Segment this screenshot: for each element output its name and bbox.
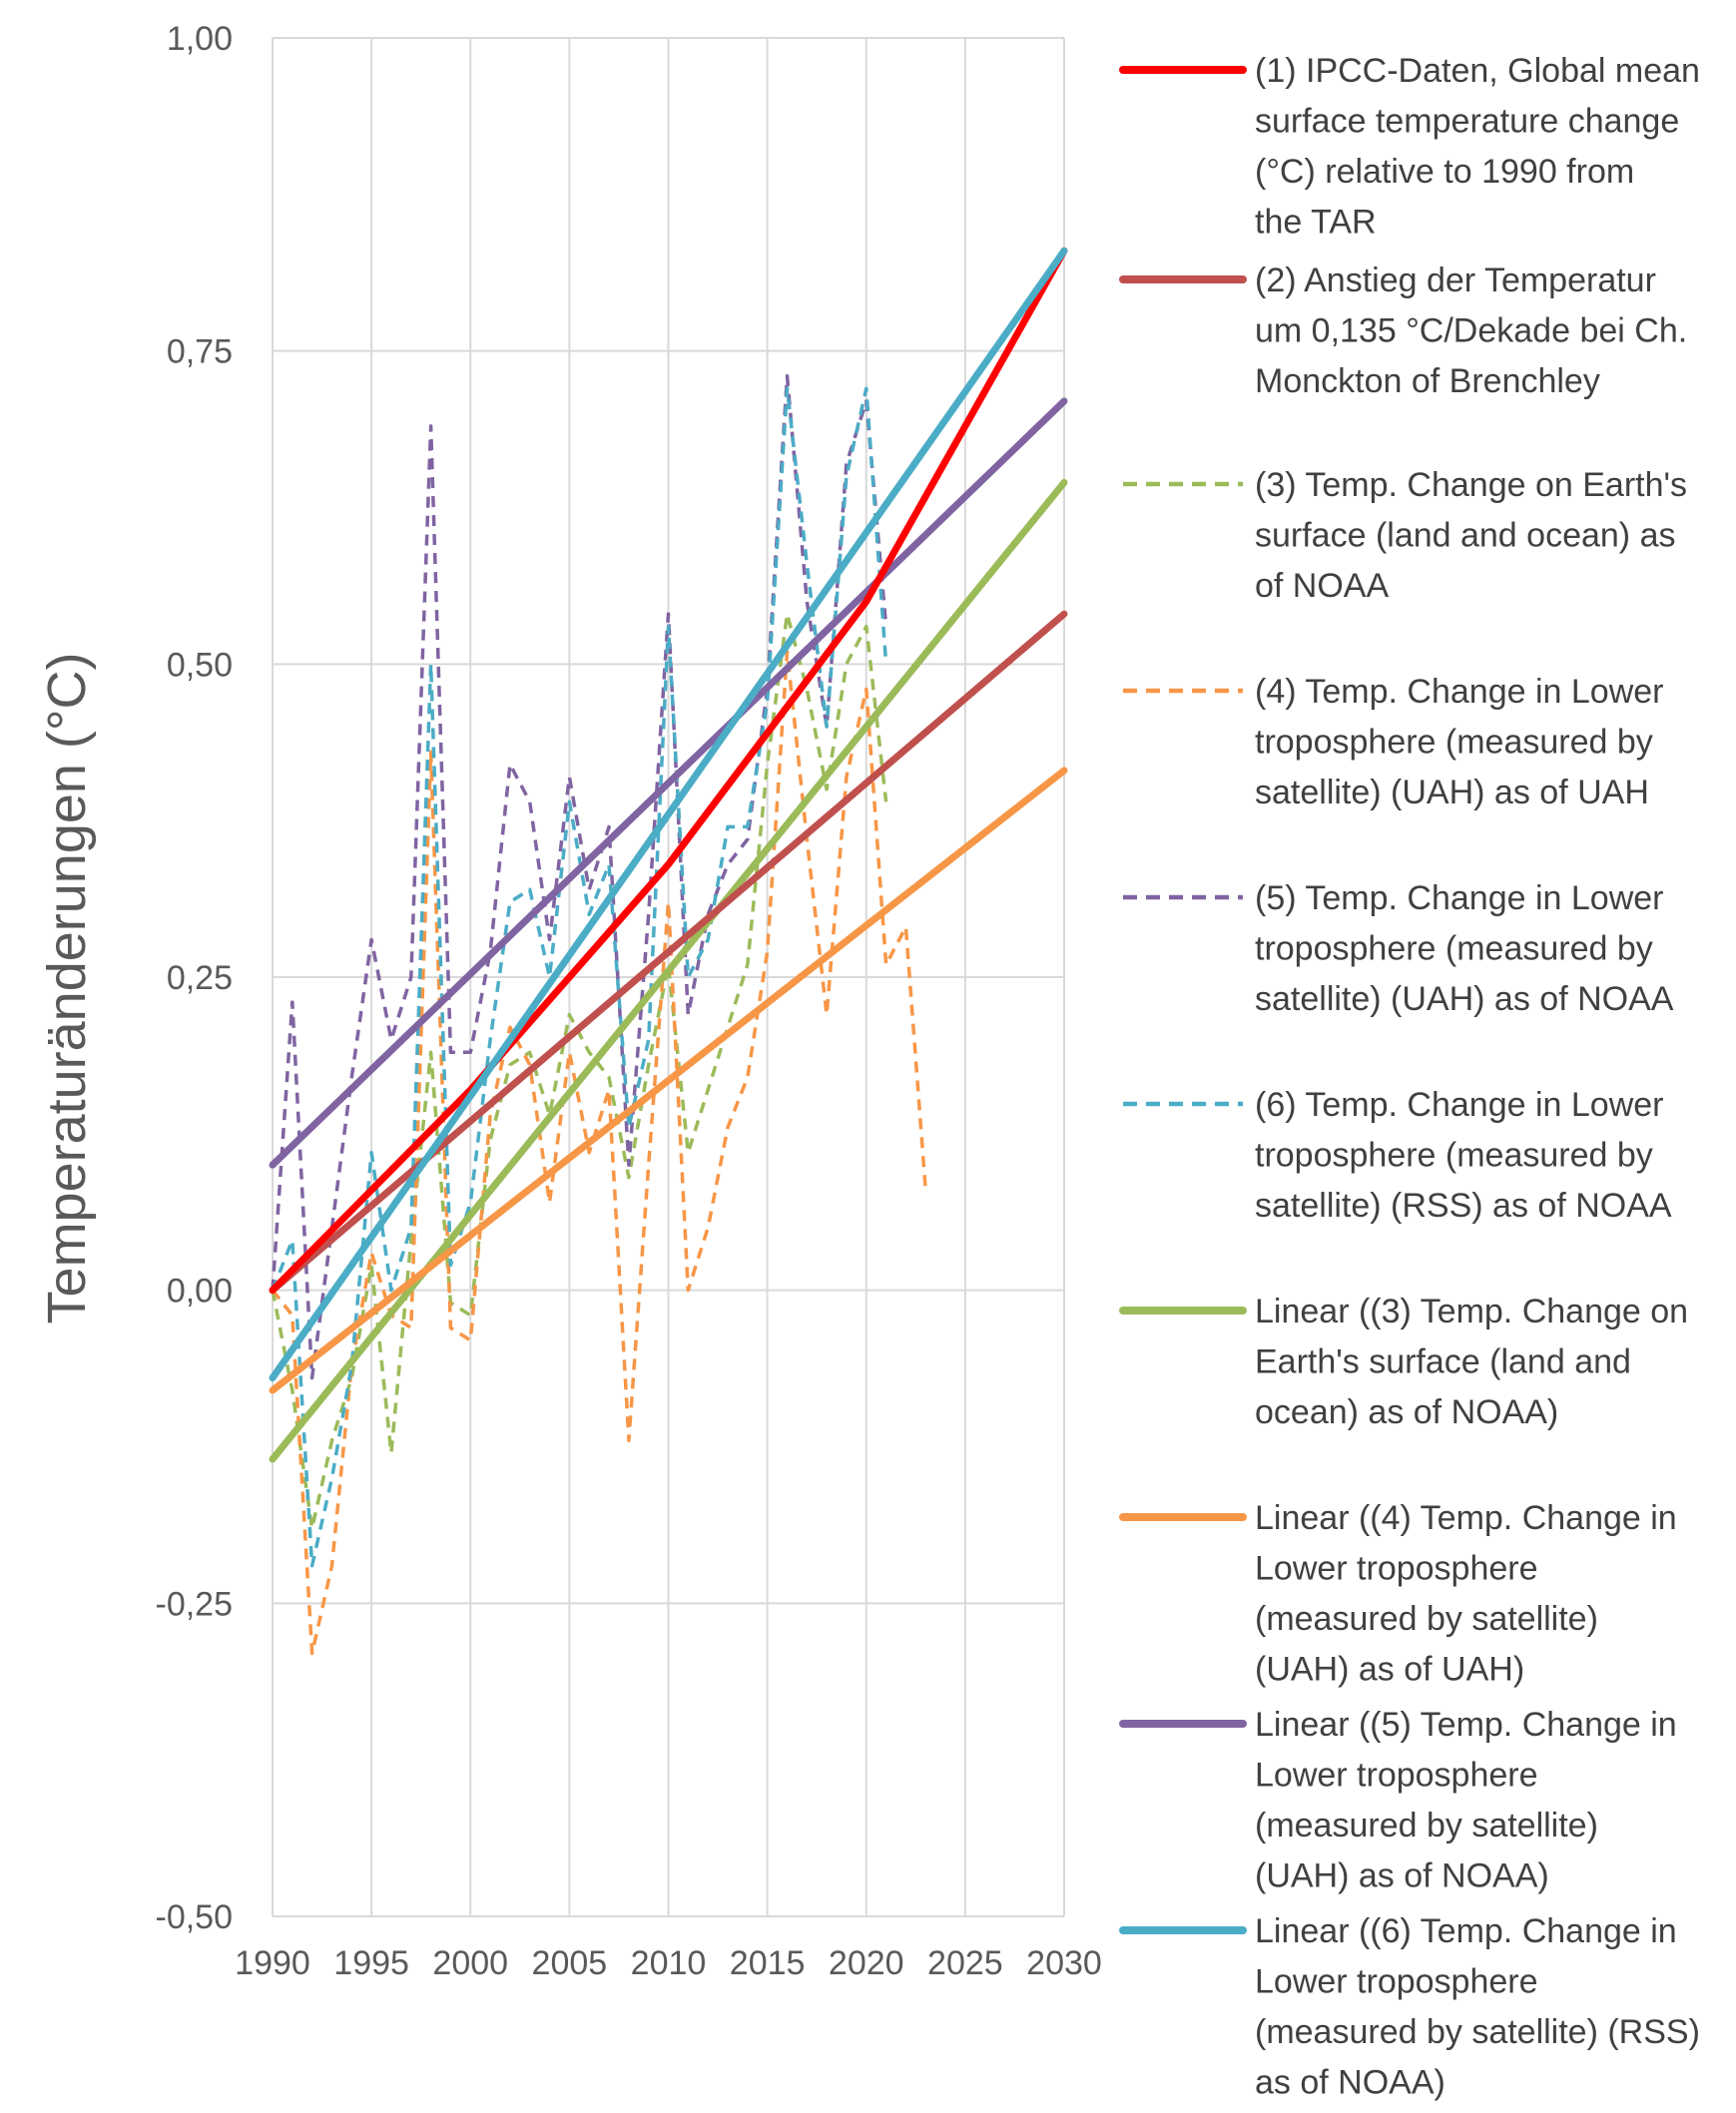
y-tick-label: 0,50 <box>167 646 233 684</box>
y-tick-label: -0,50 <box>156 1898 234 1936</box>
y-tick-label: 0,25 <box>167 959 233 997</box>
legend-entry-2: (2) Anstieg der Temperatur um 0,135 °C/De… <box>1119 262 1687 400</box>
x-tick-label: 2025 <box>927 1944 1003 1982</box>
legend-label-line: (5) Temp. Change in Lower <box>1255 879 1663 917</box>
legend-label-line: Linear ((6) Temp. Change in <box>1255 1912 1677 1950</box>
legend-label-line: Linear ((5) Temp. Change in <box>1255 1706 1677 1744</box>
series-line-9 <box>269 397 1068 1169</box>
x-tick-label: 1990 <box>235 1944 310 1982</box>
legend-entry-9: Linear ((5) Temp. Change in Lower troposp… <box>1119 1706 1677 1895</box>
legend-entry-4: (4) Temp. Change in Lower troposphere (me… <box>1123 673 1663 811</box>
x-axis-ticks: 1990 1995 2000 2005 2010 2015 2020 2025 2030 <box>235 1944 1102 1982</box>
legend-entry-10: Linear ((6) Temp. Change in Lower troposp… <box>1119 1912 1700 2102</box>
series-line-4 <box>271 650 927 1656</box>
legend-label-line: troposphere (measured by <box>1255 1137 1653 1175</box>
legend: (1) IPCC-Daten, Global mean surface tempe… <box>1119 52 1700 2102</box>
legend-label-line: Linear ((4) Temp. Change in <box>1255 1499 1677 1537</box>
series-line-3 <box>271 612 888 1530</box>
x-tick-label: 2005 <box>532 1944 608 1982</box>
x-tick-label: 2020 <box>829 1944 904 1982</box>
y-tick-label: -0,25 <box>156 1585 234 1623</box>
plot-series <box>269 247 1068 1656</box>
legend-label-line: (1) IPCC-Daten, Global mean <box>1255 52 1700 90</box>
legend-label-line: as of NOAA) <box>1255 2064 1446 2102</box>
series-line-7 <box>269 478 1068 1463</box>
legend-label-line: surface temperature change <box>1255 103 1679 141</box>
y-tick-label: 0,00 <box>167 1273 233 1311</box>
legend-label-line: Lower troposphere <box>1255 1963 1538 2001</box>
legend-label-line: satellite) (UAH) as of UAH <box>1255 774 1649 811</box>
legend-entry-1: (1) IPCC-Daten, Global mean surface tempe… <box>1119 52 1700 242</box>
x-tick-label: 2010 <box>631 1944 707 1982</box>
legend-label-line: (4) Temp. Change in Lower <box>1255 673 1663 711</box>
legend-label-line: troposphere (measured by <box>1255 724 1653 762</box>
legend-label-line: (2) Anstieg der Temperatur <box>1255 262 1656 299</box>
legend-label-line: (measured by satellite) (RSS) <box>1255 2013 1700 2051</box>
series-line-2 <box>269 610 1068 1295</box>
legend-label-line: (UAH) as of UAH) <box>1255 1651 1524 1689</box>
series-line-10 <box>269 247 1068 1381</box>
y-tick-label: 1,00 <box>167 20 233 58</box>
y-tick-label: 0,75 <box>167 333 233 371</box>
y-axis-label: Temperaturänderungen (°C) <box>37 653 97 1324</box>
legend-entry-3: (3) Temp. Change on Earth's surface (land… <box>1123 466 1687 605</box>
legend-label-line: (6) Temp. Change in Lower <box>1255 1086 1663 1124</box>
legend-label-line: of NOAA <box>1255 567 1389 605</box>
legend-label-line: (°C) relative to 1990 from <box>1255 153 1634 191</box>
series-line-8 <box>269 767 1068 1394</box>
legend-label-line: um 0,135 °C/Dekade bei Ch. <box>1255 312 1687 350</box>
legend-label-line: ocean) as of NOAA) <box>1255 1393 1558 1431</box>
y-axis-ticks: -0,50 -0,25 0,00 0,25 0,50 0,75 1,00 <box>156 20 234 1936</box>
legend-label-line: satellite) (RSS) as of NOAA <box>1255 1187 1672 1225</box>
legend-label-line: (3) Temp. Change on Earth's <box>1255 466 1687 504</box>
legend-label-line: troposphere (measured by <box>1255 930 1653 968</box>
legend-entry-8: Linear ((4) Temp. Change in Lower troposp… <box>1119 1499 1677 1689</box>
legend-label-line: satellite) (UAH) as of NOAA <box>1255 980 1674 1018</box>
legend-label-line: Lower troposphere <box>1255 1757 1538 1795</box>
legend-label-line: (UAH) as of NOAA) <box>1255 1857 1549 1895</box>
series-line-1 <box>269 247 1068 1295</box>
series-line-6 <box>271 386 888 1568</box>
legend-entry-7: Linear ((3) Temp. Change on Earth's surfa… <box>1119 1293 1688 1431</box>
grid <box>272 37 1065 1917</box>
legend-entry-6: (6) Temp. Change in Lower troposphere (me… <box>1123 1086 1672 1225</box>
legend-label-line: Lower troposphere <box>1255 1550 1538 1588</box>
legend-label-line: the TAR <box>1255 204 1377 242</box>
x-tick-label: 2030 <box>1026 1944 1102 1982</box>
legend-label-line: Linear ((3) Temp. Change on <box>1255 1293 1688 1330</box>
legend-label-line: surface (land and ocean) as <box>1255 517 1675 555</box>
x-tick-label: 2015 <box>730 1944 806 1982</box>
legend-label-line: Earth's surface (land and <box>1255 1343 1631 1381</box>
x-tick-label: 2000 <box>432 1944 508 1982</box>
legend-label-line: (measured by satellite) <box>1255 1600 1598 1638</box>
legend-label-line: Monckton of Brenchley <box>1255 362 1600 400</box>
x-tick-label: 1995 <box>333 1944 409 1982</box>
legend-label-line: (measured by satellite) <box>1255 1807 1598 1845</box>
legend-entry-5: (5) Temp. Change in Lower troposphere (me… <box>1123 879 1674 1018</box>
